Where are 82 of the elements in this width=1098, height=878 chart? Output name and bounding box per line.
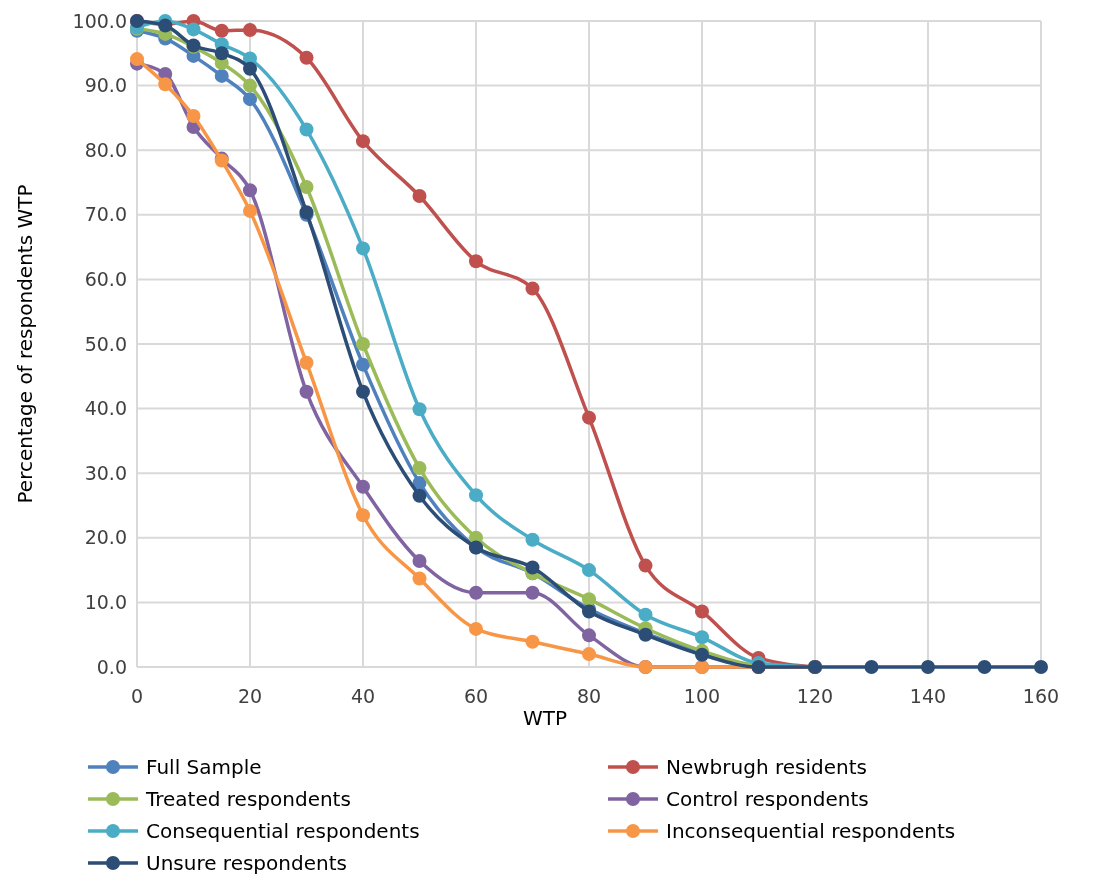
point: [864, 660, 879, 674]
point: [356, 508, 370, 523]
y-axis-title: Percentage of respondents WTP: [13, 184, 37, 504]
point: [243, 92, 257, 107]
x-tick-label: 140: [909, 685, 947, 707]
point: [356, 384, 370, 399]
legend-label: Treated respondents: [145, 787, 351, 811]
point: [356, 357, 370, 372]
point: [243, 78, 257, 93]
point: [214, 68, 229, 83]
point: [582, 592, 596, 607]
point: [243, 203, 257, 218]
point: [214, 23, 229, 38]
y-tick-label: 80.0: [84, 138, 127, 161]
point: [469, 254, 483, 269]
point: [525, 634, 540, 649]
point: [412, 189, 427, 204]
y-tick-label: 70.0: [84, 203, 127, 226]
point: [356, 134, 370, 149]
x-tick-label: 160: [1022, 685, 1060, 707]
point: [243, 23, 257, 38]
legend-label: Inconsequential respondents: [666, 819, 956, 843]
point: [525, 532, 540, 547]
x-tick-label: 120: [796, 685, 834, 707]
point: [130, 52, 144, 67]
point: [977, 660, 992, 674]
point: [214, 46, 229, 61]
point: [299, 50, 314, 65]
point: [412, 402, 427, 417]
point: [412, 554, 427, 569]
point: [412, 461, 427, 476]
y-tick-label: 50.0: [84, 332, 127, 355]
point: [469, 585, 483, 600]
point: [638, 607, 653, 622]
y-tick-label: 30.0: [84, 461, 127, 484]
point: [695, 630, 709, 645]
point: [525, 560, 540, 575]
point: [525, 585, 540, 600]
point: [1034, 660, 1048, 674]
point: [186, 108, 201, 123]
point: [356, 337, 370, 351]
point: [638, 558, 653, 573]
x-tick-label: 20: [237, 685, 263, 707]
point: [469, 621, 483, 636]
point: [412, 488, 427, 503]
point: [186, 22, 201, 37]
x-tick-label: 60: [463, 685, 489, 707]
point: [299, 384, 314, 399]
y-tick-label: 40.0: [84, 397, 127, 420]
x-axis-title: WTP: [522, 706, 568, 730]
point: [582, 628, 596, 643]
legend-label: Control respondents: [666, 787, 869, 811]
y-tick-label: 20.0: [84, 526, 127, 549]
point: [299, 180, 314, 195]
point: [356, 479, 370, 494]
x-tick-label: 40: [350, 685, 376, 707]
legend-label: Newbrugh residents: [666, 755, 867, 779]
point: [525, 281, 540, 296]
point: [243, 183, 257, 198]
point: [299, 122, 314, 137]
y-tick-label: 10.0: [84, 591, 127, 614]
point: [582, 563, 596, 578]
point: [158, 77, 173, 92]
point: [921, 660, 935, 674]
x-tick-label: 80: [576, 685, 602, 707]
x-tick-label: 0: [130, 685, 144, 707]
y-tick-label: 0.0: [96, 655, 127, 678]
point: [412, 571, 427, 586]
legend-label: Consequential respondents: [146, 819, 420, 843]
x-tick-label: 100: [683, 685, 721, 707]
point: [299, 355, 314, 370]
point: [469, 488, 483, 503]
y-tick-label: 60.0: [84, 268, 127, 291]
point: [582, 647, 596, 662]
legend-label: Unsure respondents: [146, 851, 347, 875]
point: [243, 61, 257, 76]
y-tick-label: 100.0: [72, 9, 127, 32]
point: [695, 604, 709, 619]
legend-label: Full Sample: [146, 755, 262, 779]
y-tick-label: 90.0: [84, 74, 127, 97]
point: [582, 410, 596, 425]
point: [356, 241, 370, 256]
